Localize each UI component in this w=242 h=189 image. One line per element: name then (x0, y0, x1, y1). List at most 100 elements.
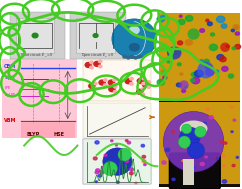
Circle shape (113, 79, 116, 81)
Circle shape (135, 182, 137, 184)
Circle shape (130, 82, 133, 85)
Ellipse shape (197, 61, 214, 78)
Circle shape (137, 89, 143, 94)
Text: VBM: VBM (4, 118, 16, 123)
Circle shape (235, 44, 241, 49)
Circle shape (113, 84, 116, 86)
Circle shape (142, 77, 145, 80)
Ellipse shape (129, 26, 140, 35)
Circle shape (161, 46, 166, 50)
Text: Open circuit: $\tilde{E}_0>0$: Open circuit: $\tilde{E}_0>0$ (81, 51, 114, 60)
Circle shape (98, 65, 102, 68)
Circle shape (233, 25, 239, 29)
Circle shape (85, 63, 91, 67)
Circle shape (232, 47, 236, 50)
Circle shape (221, 24, 227, 28)
Circle shape (93, 87, 97, 90)
Circle shape (113, 90, 117, 93)
Circle shape (232, 164, 235, 167)
Circle shape (183, 146, 186, 148)
Circle shape (200, 29, 204, 32)
Circle shape (177, 63, 181, 66)
Circle shape (207, 22, 212, 26)
Circle shape (185, 86, 187, 88)
Circle shape (180, 73, 183, 75)
Circle shape (231, 131, 233, 132)
Circle shape (125, 160, 129, 163)
Circle shape (215, 157, 218, 159)
Circle shape (220, 141, 224, 143)
Circle shape (125, 140, 128, 142)
Circle shape (93, 157, 97, 160)
Circle shape (233, 119, 236, 121)
Circle shape (125, 79, 131, 84)
Circle shape (142, 82, 145, 85)
Circle shape (157, 79, 165, 85)
Bar (2, 59, 77, 138)
Ellipse shape (220, 43, 230, 52)
Circle shape (90, 61, 93, 64)
Circle shape (235, 32, 240, 35)
Circle shape (113, 85, 117, 88)
Bar (159, 13, 240, 101)
Circle shape (142, 160, 146, 163)
Circle shape (129, 172, 133, 175)
Circle shape (179, 15, 182, 17)
Circle shape (109, 87, 115, 92)
Text: Short circuit: $\tilde{E}_0=0$: Short circuit: $\tilde{E}_0=0$ (20, 51, 53, 60)
Ellipse shape (103, 161, 117, 176)
Circle shape (172, 131, 174, 132)
Circle shape (231, 106, 233, 108)
Circle shape (127, 56, 130, 59)
Ellipse shape (167, 46, 182, 60)
Ellipse shape (188, 28, 200, 40)
Bar (16, 18, 54, 53)
Circle shape (95, 141, 99, 144)
Circle shape (99, 80, 105, 85)
Circle shape (144, 164, 146, 166)
Circle shape (93, 82, 97, 85)
Bar (76, 18, 115, 53)
Circle shape (147, 81, 150, 83)
Circle shape (90, 66, 93, 69)
Circle shape (182, 160, 184, 162)
Bar (70, 12, 126, 59)
Circle shape (108, 80, 114, 85)
Bar (21, 123, 75, 138)
Circle shape (130, 77, 133, 80)
Circle shape (206, 69, 214, 76)
Bar (183, 159, 194, 185)
Circle shape (205, 156, 207, 158)
Circle shape (195, 70, 203, 77)
Circle shape (142, 155, 146, 158)
Text: $a_2LP^n$: $a_2LP^n$ (4, 91, 16, 100)
Circle shape (100, 170, 104, 174)
Circle shape (157, 16, 165, 22)
Circle shape (203, 122, 206, 125)
Circle shape (129, 168, 133, 171)
Circle shape (182, 89, 186, 92)
Circle shape (102, 166, 106, 169)
Circle shape (216, 157, 219, 159)
Circle shape (142, 82, 149, 87)
Circle shape (111, 140, 113, 142)
Circle shape (191, 166, 195, 169)
Circle shape (98, 174, 102, 177)
Circle shape (94, 61, 100, 66)
Circle shape (166, 148, 170, 152)
Ellipse shape (112, 19, 157, 59)
Circle shape (96, 169, 100, 172)
Circle shape (98, 60, 102, 63)
Circle shape (115, 144, 117, 146)
Circle shape (215, 70, 219, 73)
Circle shape (93, 34, 98, 37)
Circle shape (134, 56, 137, 59)
Ellipse shape (180, 126, 207, 150)
Circle shape (211, 33, 215, 36)
Circle shape (178, 19, 185, 25)
Bar (83, 60, 151, 101)
Circle shape (104, 154, 107, 156)
Circle shape (123, 55, 126, 58)
Circle shape (236, 156, 238, 158)
Circle shape (89, 84, 95, 88)
